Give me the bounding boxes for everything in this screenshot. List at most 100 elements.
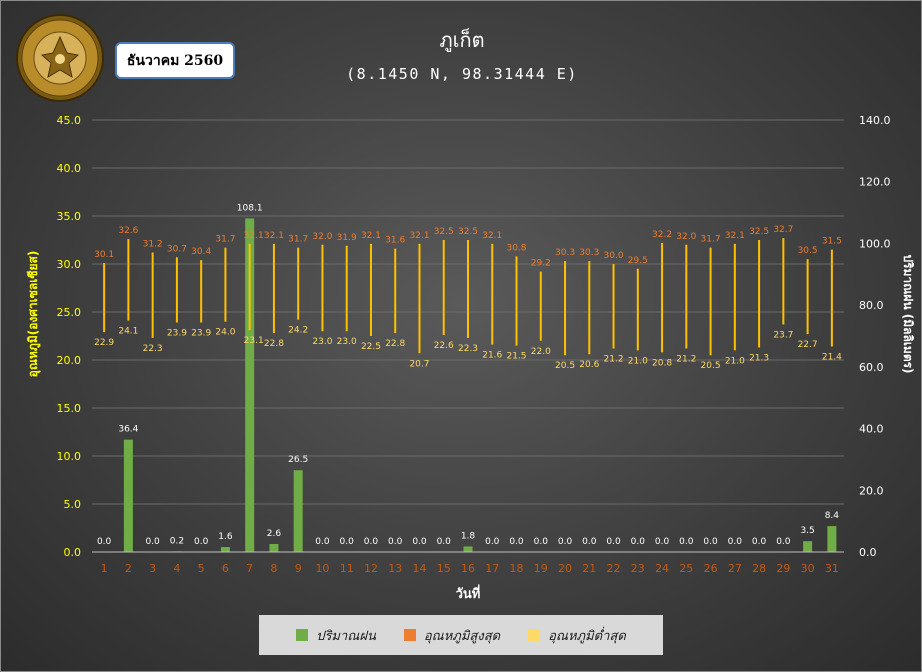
x-tick-label: 8	[270, 562, 277, 575]
x-axis-title: วันที่	[456, 584, 481, 602]
x-tick-label: 5	[198, 562, 205, 575]
tmin-value-label: 23.1	[244, 336, 264, 346]
tmax-value-label: 30.1	[94, 250, 114, 260]
tmax-value-label: 29.2	[531, 259, 551, 269]
x-tick-label: 3	[149, 562, 156, 575]
rain-bar	[463, 546, 473, 552]
x-tick-label: 2	[125, 562, 132, 575]
legend-item-tmax: อุณหภูมิสูงสุด	[403, 625, 501, 646]
x-tick-label: 26	[704, 562, 718, 575]
tmin-value-label: 23.9	[191, 329, 211, 339]
tmin-value-label: 21.4	[822, 353, 842, 363]
x-tick-label: 31	[825, 562, 839, 575]
x-tick-label: 25	[679, 562, 693, 575]
tmin-value-label: 24.1	[118, 327, 138, 337]
tmax-value-label: 30.4	[191, 247, 211, 257]
tmax-value-label: 30.7	[167, 244, 187, 254]
tmin-value-label: 22.3	[143, 344, 163, 354]
rain-value-label: 1.6	[218, 532, 233, 542]
tmin-value-label: 23.9	[167, 329, 187, 339]
tmax-value-label: 32.6	[118, 226, 138, 236]
tmin-value-label: 20.5	[555, 361, 575, 371]
tmax-value-label: 32.7	[773, 225, 793, 235]
y-tick-label: 40.0	[57, 162, 82, 175]
y-axis-title: อุณหภูมิ(องศาเซลเซียส)	[26, 251, 41, 378]
x-tick-label: 22	[607, 562, 621, 575]
tmin-value-label: 24.0	[215, 328, 235, 338]
rain-value-label: 0.0	[145, 537, 160, 547]
rain-value-label: 0.0	[776, 537, 791, 547]
rain-value-label: 26.5	[288, 455, 308, 465]
rain-value-label: 0.0	[315, 537, 330, 547]
rain-value-label: 0.0	[631, 537, 646, 547]
tmin-value-label: 21.3	[749, 354, 769, 364]
rain-value-label: 0.0	[509, 537, 524, 547]
y-tick-label: 30.0	[57, 258, 82, 271]
tmin-value-label: 22.6	[434, 341, 454, 351]
tmin-value-label: 21.2	[676, 354, 696, 364]
x-tick-label: 4	[173, 562, 180, 575]
tmin-value-label: 22.7	[798, 340, 818, 350]
tmax-value-label: 32.5	[749, 227, 769, 237]
tmax-value-label: 32.1	[244, 231, 264, 241]
x-tick-label: 18	[510, 562, 524, 575]
legend-label-tmin: อุณหภูมิต่ำสุด	[548, 628, 626, 644]
x-tick-label: 27	[728, 562, 742, 575]
tmax-value-label: 31.9	[337, 233, 357, 243]
y-tick-label: 25.0	[57, 306, 82, 319]
month-label: ธันวาคม 2560	[115, 42, 235, 79]
tmax-value-label: 31.7	[701, 235, 721, 245]
rain-value-label: 0.0	[388, 537, 403, 547]
rain-value-label: 0.0	[606, 537, 621, 547]
rain-value-label: 0.0	[364, 537, 379, 547]
tmax-value-label: 31.5	[822, 237, 842, 247]
rain-value-label: 0.0	[655, 537, 670, 547]
rain-value-label: 0.0	[558, 537, 573, 547]
y2-tick-label: 20.0	[859, 484, 884, 497]
tmax-value-label: 32.1	[482, 231, 502, 241]
tmin-value-label: 22.9	[94, 338, 114, 348]
x-tick-label: 23	[631, 562, 645, 575]
x-tick-label: 30	[801, 562, 815, 575]
x-tick-label: 24	[655, 562, 669, 575]
x-tick-label: 29	[776, 562, 790, 575]
rain-value-label: 0.0	[340, 537, 355, 547]
rain-value-label: 0.0	[582, 537, 597, 547]
tmin-value-label: 20.7	[409, 359, 429, 369]
y2-tick-label: 120.0	[859, 176, 891, 189]
y-tick-label: 20.0	[57, 354, 82, 367]
rain-value-label: 0.0	[437, 537, 452, 547]
tmax-value-label: 30.0	[604, 251, 624, 261]
y2-axis-title: ปริมาณฝน (มิลลิเมตร)	[901, 254, 915, 373]
chart-legend: ปริมาณฝน อุณหภูมิสูงสุด อุณหภูมิต่ำสุด	[259, 615, 663, 655]
tmin-value-label: 20.8	[652, 358, 672, 368]
legend-label-tmax: อุณหภูมิสูงสุด	[423, 628, 501, 644]
y2-tick-label: 0.0	[859, 546, 877, 559]
y-tick-label: 45.0	[57, 114, 82, 127]
tmax-value-label: 32.2	[652, 230, 672, 240]
x-tick-label: 1	[101, 562, 108, 575]
legend-label-rain: ปริมาณฝน	[316, 628, 376, 644]
rain-value-label: 0.0	[194, 537, 209, 547]
tmin-value-label: 21.0	[725, 356, 745, 366]
tmin-value-label: 22.5	[361, 342, 381, 352]
legend-swatch-rain	[296, 629, 309, 641]
meteorological-department-seal-icon	[16, 14, 104, 102]
y2-tick-label: 40.0	[859, 423, 884, 436]
rain-value-label: 2.6	[267, 529, 282, 539]
chart-title: ภูเก็ต	[439, 27, 484, 53]
x-tick-label: 15	[437, 562, 451, 575]
legend-item-rain: ปริมาณฝน	[296, 625, 376, 646]
tmin-value-label: 22.3	[458, 344, 478, 354]
rain-value-label: 108.1	[237, 203, 263, 213]
rain-value-label: 0.0	[752, 537, 767, 547]
x-tick-label: 16	[461, 562, 475, 575]
y-tick-label: 5.0	[64, 498, 82, 511]
tmax-value-label: 32.0	[312, 232, 332, 242]
x-tick-label: 11	[340, 562, 354, 575]
rain-value-label: 3.5	[800, 526, 814, 536]
rain-bar	[245, 218, 255, 553]
y2-tick-label: 140.0	[859, 114, 891, 127]
tmax-value-label: 32.0	[676, 232, 696, 242]
